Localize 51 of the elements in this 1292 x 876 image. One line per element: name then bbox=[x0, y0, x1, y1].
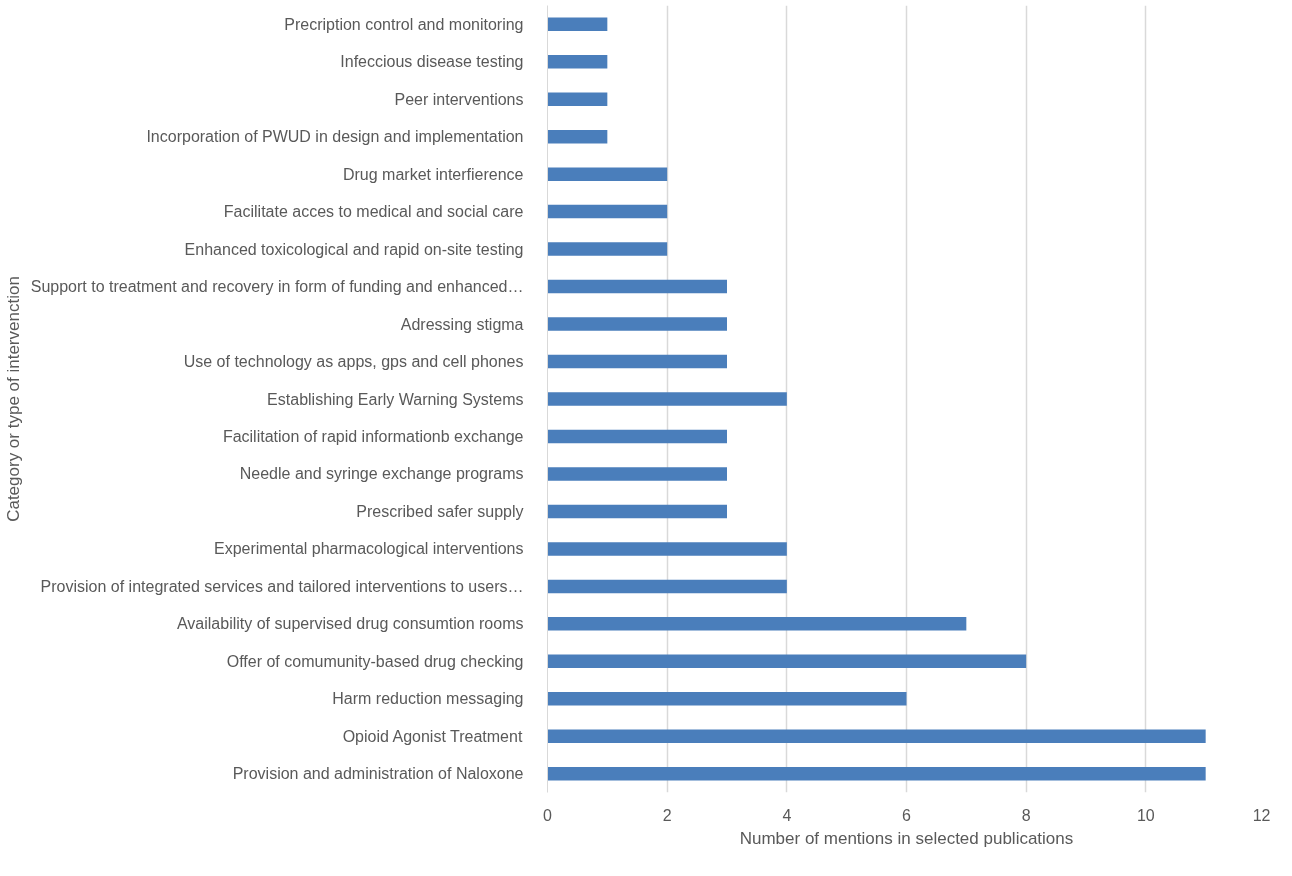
y-tick-label: Prescribed safer supply bbox=[356, 502, 524, 520]
x-tick-label: 6 bbox=[902, 806, 912, 824]
bar bbox=[547, 17, 608, 31]
bar bbox=[547, 392, 787, 406]
bar bbox=[547, 242, 668, 256]
y-tick-label: Enhanced toxicological and rapid on-site testing bbox=[184, 240, 524, 258]
bar bbox=[547, 729, 1206, 744]
bar bbox=[547, 92, 608, 106]
y-tick-label: Opioid Agonist Treatment bbox=[342, 727, 523, 745]
y-tick-label: Facilitation of rapid informationb exchange bbox=[222, 427, 524, 445]
bar bbox=[547, 692, 907, 706]
bar bbox=[547, 467, 727, 481]
y-tick-label: Adressing stigma bbox=[400, 315, 524, 333]
y-tick-label: Facilitate acces to medical and social care bbox=[223, 203, 524, 221]
x-tick-label: 8 bbox=[1021, 806, 1031, 824]
y-tick-label: Availability of supervised drug consumtion rooms bbox=[176, 615, 524, 633]
y-tick-label: Infeccious disease testing bbox=[340, 53, 524, 71]
y-tick-label: Needle and syringe exchange programs bbox=[239, 465, 524, 483]
bar bbox=[547, 279, 727, 294]
y-tick-label: Precription control and monitoring bbox=[284, 15, 524, 33]
x-tick-label: 2 bbox=[662, 806, 672, 824]
y-tick-label: Support to treatment and recovery in form of funding and enhanced… bbox=[30, 278, 524, 296]
y-tick-label: Use of technology as apps, gps and cell phones bbox=[183, 353, 524, 371]
y-tick-label: Establishing Early Warning Systems bbox=[267, 390, 524, 408]
y-tick-label: Experimental pharmacological interventions bbox=[214, 540, 524, 558]
y-tick-label: Harm reduction messaging bbox=[332, 690, 524, 708]
x-axis-title: Number of mentions in selected publications bbox=[739, 828, 1074, 848]
bar bbox=[547, 54, 608, 69]
bar bbox=[547, 317, 727, 331]
y-tick-label: Drug market interfierence bbox=[342, 165, 524, 183]
y-tick-label: Incorporation of PWUD in design and implementation bbox=[146, 128, 524, 146]
bar bbox=[547, 579, 787, 594]
x-tick-label: 12 bbox=[1252, 806, 1271, 824]
bar bbox=[547, 504, 727, 519]
y-axis-title: Category or type of intervenction bbox=[3, 276, 23, 522]
y-tick-label: Provision and administration of Naloxone bbox=[232, 765, 524, 783]
y-tick-label: Offer of comumunity-based drug checking bbox=[226, 652, 524, 670]
bar bbox=[547, 767, 1206, 781]
bar bbox=[547, 129, 608, 144]
bar bbox=[547, 617, 967, 631]
bar bbox=[547, 542, 787, 556]
bar bbox=[547, 167, 668, 181]
x-tick-label: 0 bbox=[543, 806, 553, 824]
x-tick-label: 4 bbox=[782, 806, 792, 824]
bar bbox=[547, 204, 668, 219]
bar bbox=[547, 654, 1027, 669]
y-tick-label: Provision of integrated services and tailored interventions to users… bbox=[40, 577, 524, 595]
x-tick-label: 10 bbox=[1136, 806, 1155, 824]
bar bbox=[547, 354, 727, 369]
bar bbox=[547, 429, 727, 444]
y-tick-label: Peer interventions bbox=[394, 90, 524, 108]
